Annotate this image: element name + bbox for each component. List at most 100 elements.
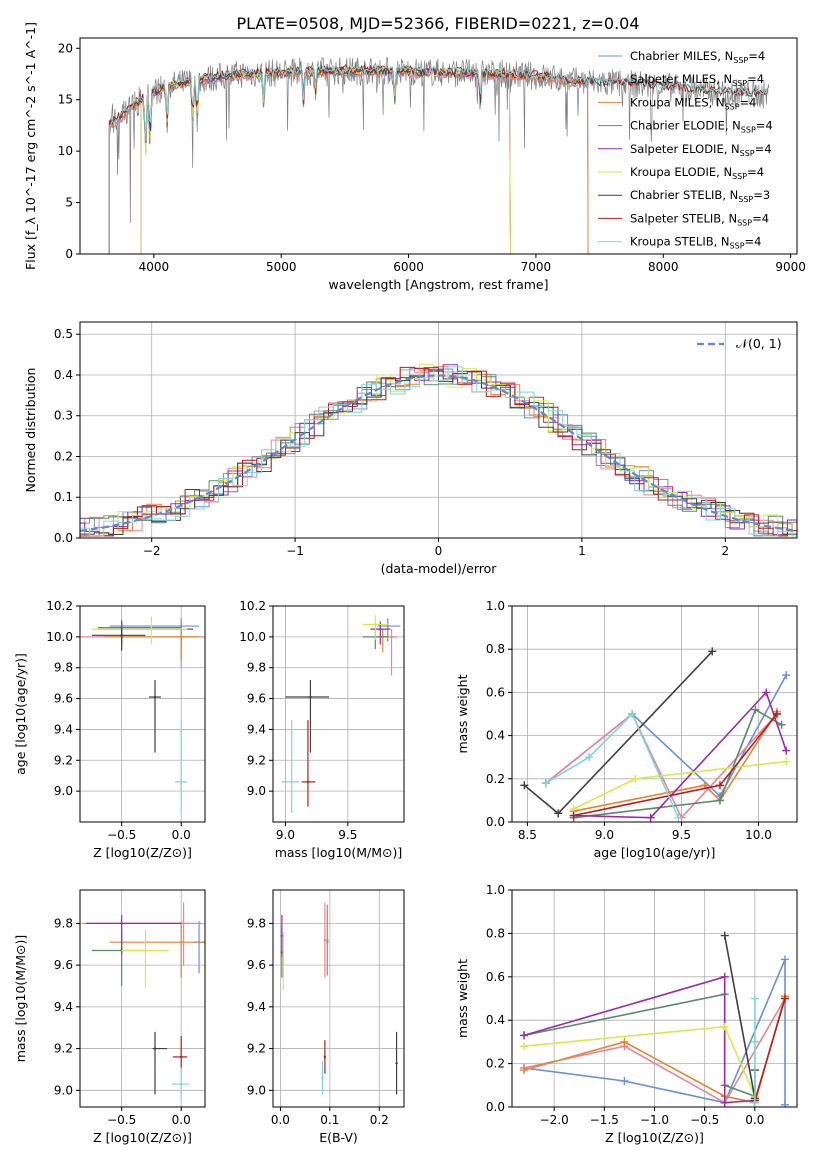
weight-line-salpeter-elodie: [573, 690, 787, 819]
model-spectrum-chabrier-stelib: [108, 64, 769, 254]
Z-massweight-axes: −2.0 −1.5 −1.0 −0.5 0.0 0.0 0.2 0.4 0.6 0.8 1.0 Z […: [455, 883, 797, 1145]
y-tick-label: 20: [58, 41, 73, 55]
y-tick-label: 9.6: [54, 958, 73, 972]
y-tick-label: 0.4: [486, 1013, 505, 1027]
data-point: [144, 949, 147, 952]
y-tick-label: 0.0: [486, 1100, 505, 1114]
data-point: [179, 1082, 183, 1086]
y-tick-label: 10.2: [239, 599, 266, 613]
x-tick-label: 9.0: [595, 828, 614, 842]
Z-age-axes: −0.5 0.0 9.0 9.2 9.4 9.6 9.8 10.0 10.2 Z [log10(Z…: [13, 599, 205, 860]
x-tick-label: −1: [286, 544, 304, 558]
plus-marker: [782, 757, 791, 766]
x-tick-label: −0.5: [107, 1113, 136, 1127]
legend-subscript: SSP: [741, 126, 756, 135]
data-point: [309, 695, 312, 699]
data-point: [390, 635, 393, 639]
legend-value: =4: [745, 235, 762, 249]
plus-marker: [782, 746, 791, 755]
mass-age-points: [281, 615, 401, 813]
legend-value: =4: [747, 72, 764, 86]
x-tick-label: 8000: [648, 260, 679, 274]
plus-marker: [750, 994, 759, 1003]
legend-value: =3: [753, 188, 770, 202]
plus-marker: [715, 781, 724, 790]
figure-title: PLATE=0508, MJD=52366, FIBERID=0221, z=0…: [236, 14, 639, 33]
data-point: [179, 635, 183, 639]
legend-value: =4: [740, 95, 757, 109]
histogram-step-kroupa-stelib: [80, 366, 797, 537]
legend-subscript: SSP: [732, 172, 747, 181]
weight-line-salpeter-stelib: [754, 998, 786, 1101]
histogram-step-salpeter-elodie: [80, 364, 797, 537]
legend-label: 𝒩(0, 1): [736, 336, 782, 351]
spectrum-lines: [108, 56, 770, 254]
x-axis-label: Z [log10(Z/Z⊙)]: [605, 1130, 704, 1145]
residual-legend: 𝒩(0, 1): [697, 336, 782, 351]
x-tick-label: −2.0: [540, 1113, 569, 1127]
x-tick-label: 4000: [139, 260, 170, 274]
y-tick-label: 0.1: [54, 490, 73, 504]
spectrum-axes: 4000 5000 6000 7000 8000 9000 0 5 10 15 20 waveleng…: [23, 22, 806, 292]
x-tick-label: 5000: [266, 260, 297, 274]
x-axis-label: age [log10(age/yr)]: [594, 845, 716, 860]
data-point: [323, 1055, 327, 1059]
x-tick-label: −2: [143, 544, 161, 558]
legend-subscript: SSP: [730, 242, 745, 251]
legend-label: Salpeter STELIB, NSSP=4: [630, 211, 769, 227]
Z-age-points: [80, 616, 205, 813]
y-tick-label: 0.2: [486, 772, 505, 786]
y-tick-label: 5: [65, 196, 73, 210]
y-tick-label: 0.4: [54, 368, 73, 382]
axes-frame: [79, 605, 206, 823]
x-tick-label: 9.5: [672, 828, 691, 842]
y-tick-label: 0.6: [486, 970, 505, 984]
y-tick-label: 0.0: [54, 531, 73, 545]
plus-marker: [628, 710, 637, 718]
residual-histograms: [80, 363, 797, 537]
axes-frame: [272, 605, 405, 823]
legend-label: Kroupa ELODIE, NSSP=4: [630, 165, 764, 181]
legend-value: =4: [748, 49, 765, 63]
x-tick-label: 9.0: [276, 828, 295, 842]
model-spectrum-kroupa-miles: [108, 66, 589, 254]
data-point: [282, 959, 285, 963]
plus-marker: [780, 994, 789, 1003]
axes-frame: [272, 889, 405, 1108]
plus-marker: [720, 972, 729, 981]
y-tick-label: 0.0: [486, 815, 505, 829]
y-tick-label: 10.0: [46, 630, 73, 644]
y-tick-label: 1.0: [486, 599, 505, 613]
data-point: [120, 922, 123, 925]
Z-mass-points: [82, 902, 205, 1101]
weight-line-chabrier-elodie: [573, 708, 782, 819]
data-point: [182, 922, 185, 925]
y-tick-label: 0.6: [486, 685, 505, 699]
y-tick-label: 0.5: [54, 327, 73, 341]
y-tick-label: 0.8: [486, 642, 505, 656]
x-tick-label: −1.5: [590, 1113, 619, 1127]
Z-mass-axes: −0.5 0.0 9.0 9.2 9.4 9.6 9.8 Z [log10(Z/Z⊙)] mas…: [13, 890, 205, 1145]
histogram-step-kroupa-miles: [80, 366, 797, 537]
legend-label: Salpeter ELODIE, NSSP=4: [630, 142, 772, 158]
y-tick-label: 9.6: [247, 692, 266, 706]
y-tick-label: 9.4: [54, 722, 73, 736]
plus-marker: [620, 1076, 629, 1085]
x-tick-label: 1: [578, 544, 586, 558]
y-tick-label: 1.0: [486, 883, 505, 897]
axes-frame: [511, 889, 798, 1108]
y-tick-label: 0.8: [486, 926, 505, 940]
plus-marker: [708, 647, 717, 656]
legend-value: =4: [752, 211, 769, 225]
legend-label: Chabrier ELODIE, NSSP=4: [630, 119, 773, 135]
histogram-step-kroupa-elodie: [80, 363, 797, 537]
y-tick-label: 9.0: [54, 784, 73, 798]
y-tick-label: 9.0: [247, 784, 266, 798]
plus-marker: [750, 1037, 759, 1046]
spectrum-legend: Chabrier MILES, NSSP=4 Salpeter MILES, NS…: [598, 49, 773, 251]
data-point: [326, 938, 329, 942]
y-tick-label: 0.4: [486, 729, 505, 743]
plus-marker: [520, 1042, 529, 1051]
plus-marker: [569, 811, 578, 820]
